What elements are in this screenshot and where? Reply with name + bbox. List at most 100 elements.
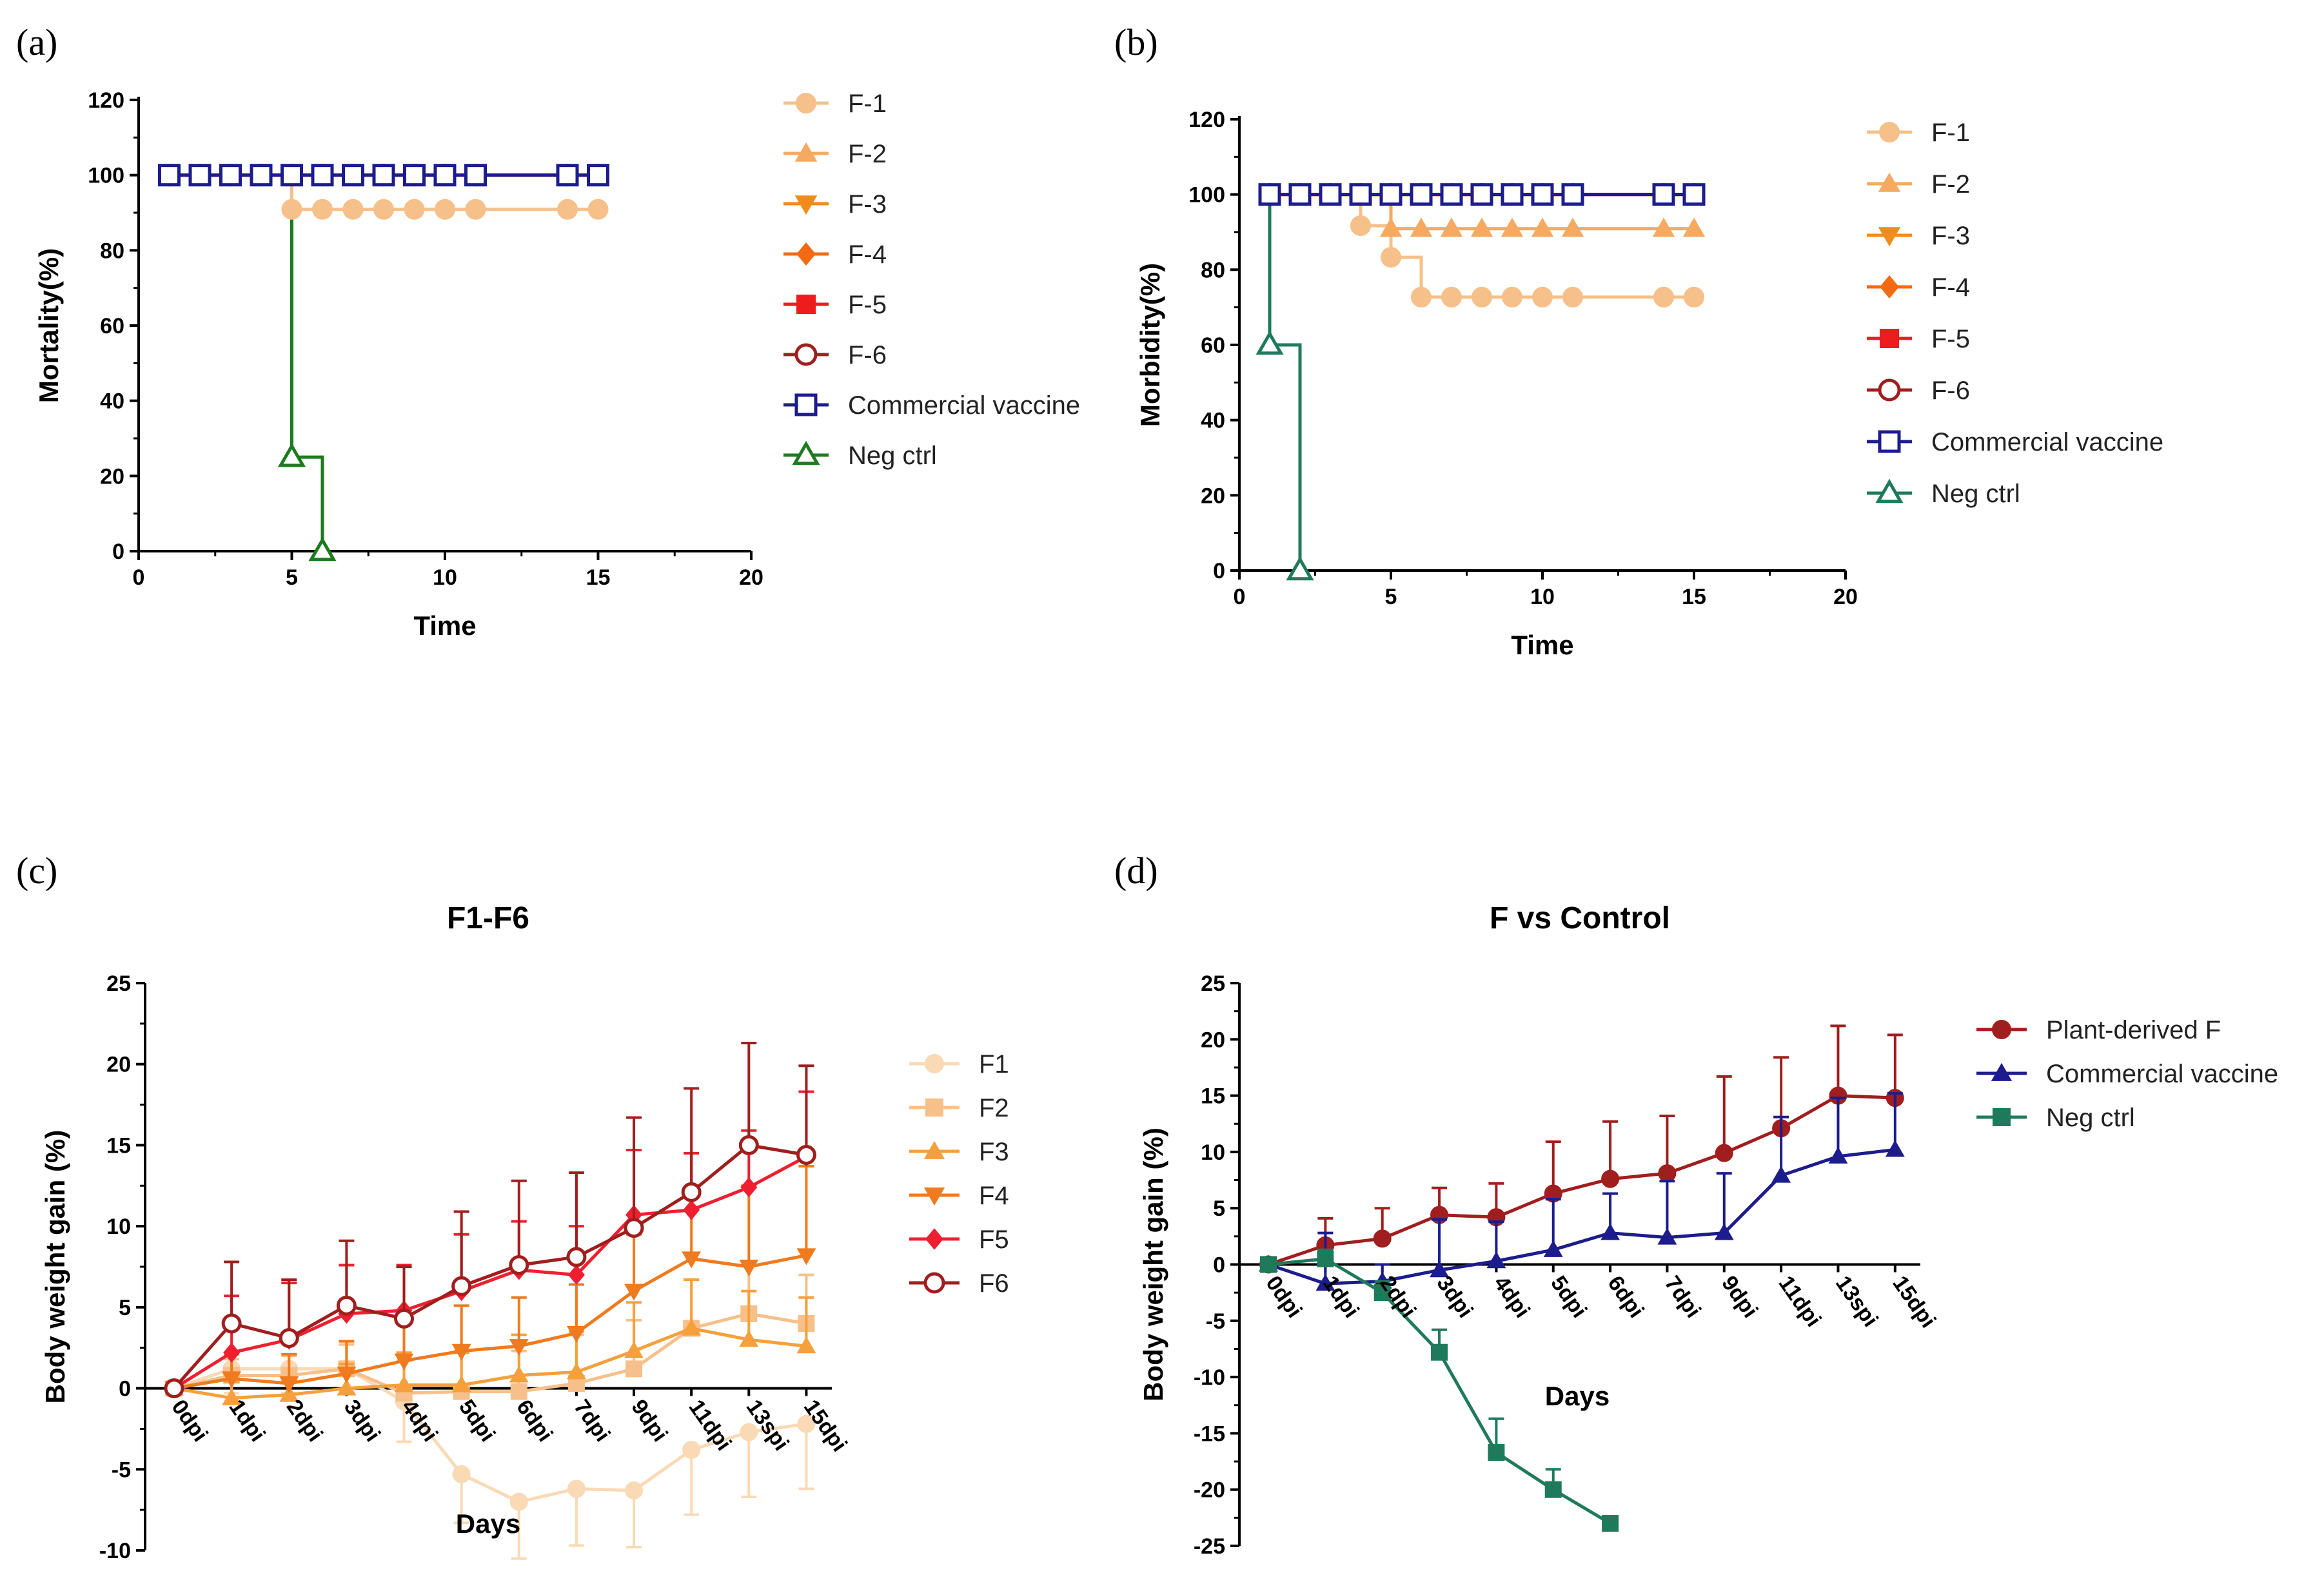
data-point [222,1371,242,1389]
data-point [1682,183,1706,206]
data-point [1657,1227,1677,1245]
legend-item: Plant-derived F [1976,1016,2221,1044]
legend-item: F-5 [1867,325,1970,353]
legend-label: F6 [979,1269,1009,1298]
x-tick-label: 6dpi [511,1395,557,1446]
data-point [1602,1515,1619,1532]
legend-label: Neg ctrl [2046,1104,2135,1132]
y-tick-label: 25 [1201,971,1225,996]
legend-marker [1878,378,1901,402]
y-tick-label: -5 [112,1458,131,1482]
panel-label: (b) [1114,21,1158,63]
data-point [682,1251,702,1269]
data-point [279,1376,299,1393]
data-point [1561,217,1584,237]
legend-item: F-1 [783,90,887,118]
data-point [1828,1146,1848,1164]
series-line [1268,1094,1895,1266]
y-tick-label: 5 [1213,1196,1225,1221]
legend-item: F-3 [783,190,887,219]
legend-marker [923,1272,945,1294]
data-point [1470,217,1493,237]
legend: Plant-derived F Commercial vaccine Neg ctr… [1976,1016,2278,1132]
data-point [1319,183,1342,206]
x-tick-label: 2dpi [282,1395,328,1446]
x-tick-label: 10 [433,565,457,590]
y-tick-label: -15 [1194,1421,1225,1446]
y-tick-label: -10 [99,1539,131,1563]
data-point [312,199,333,220]
data-point [624,1341,644,1358]
x-tick-label: 3dpi [1432,1271,1477,1322]
data-point [1410,183,1433,206]
series-plant-derived-f [1259,1024,1904,1274]
y-tick-label: 100 [1188,183,1225,208]
data-point [587,199,609,220]
data-point [625,1360,643,1378]
y-tick-label: 20 [1201,483,1225,508]
panel-label: (c) [16,850,57,892]
data-point [188,164,212,187]
y-tick-label: 0 [119,1377,131,1401]
data-point [509,1254,529,1275]
legend-marker [923,1140,945,1159]
legend-item: Commercial vaccine [1867,428,2163,456]
legend-item: F-6 [783,341,887,369]
legend-label: F-1 [848,90,887,118]
legend-marker [792,440,820,465]
data-point [311,164,334,187]
data-point [1431,1343,1448,1361]
data-point [1684,286,1704,307]
legend-marker [794,142,818,162]
legend-label: F-3 [848,190,887,219]
x-tick-label: 5 [286,565,298,590]
series-neg-ctrl [1260,1248,1619,1532]
x-tick-label: 0 [1234,585,1246,609]
series-line [1268,194,1302,571]
x-axis-title: Days [456,1508,520,1539]
data-point [394,1353,414,1371]
series-f5 [166,1090,815,1399]
legend-item: Neg ctrl [783,440,937,470]
data-point [219,164,242,187]
data-point [1652,217,1675,237]
legend-marker [925,1228,943,1250]
data-point [1601,1169,1620,1188]
legend-item: F-4 [1867,273,1970,302]
legend: F-1 F-2 F-3 F-4 F-5 F-6 Commercial vaccine Neg … [1867,119,2163,508]
legend-marker [1879,122,1900,142]
data-point [624,1218,644,1238]
legend-label: F-2 [848,140,887,168]
x-tick-label: 15 [586,565,611,590]
data-point [337,1378,357,1396]
data-point [566,1326,586,1343]
legend-marker [1992,1020,2011,1039]
legend-item: F-1 [1867,119,1970,147]
series-neg-ctrl [1256,194,1314,581]
data-point [587,164,609,187]
data-point [1470,183,1493,206]
data-point [279,1385,299,1402]
data-point [682,1441,701,1459]
data-point [403,164,426,187]
legend-label: F2 [979,1094,1009,1122]
legend-item: F-4 [783,240,887,269]
data-point [1260,1256,1277,1273]
data-point [279,1328,299,1349]
data-point [738,1135,759,1155]
y-tick-label: 0 [112,540,124,564]
legend-item: Neg ctrl [1976,1104,2135,1132]
data-point [1440,217,1463,237]
data-point [1561,183,1584,206]
series-line [173,1253,807,1391]
data-point [451,1276,472,1296]
x-tick-label: 4dpi [1489,1271,1535,1322]
series-line [173,1312,807,1395]
legend-label: Commercial vaccine [2046,1060,2278,1088]
y-tick-label: 0 [1213,559,1225,583]
data-point [464,164,487,187]
data-point [1379,217,1403,237]
y-tick-label: 20 [100,464,124,489]
y-tick-label: 120 [88,88,124,113]
data-point [567,1479,586,1498]
